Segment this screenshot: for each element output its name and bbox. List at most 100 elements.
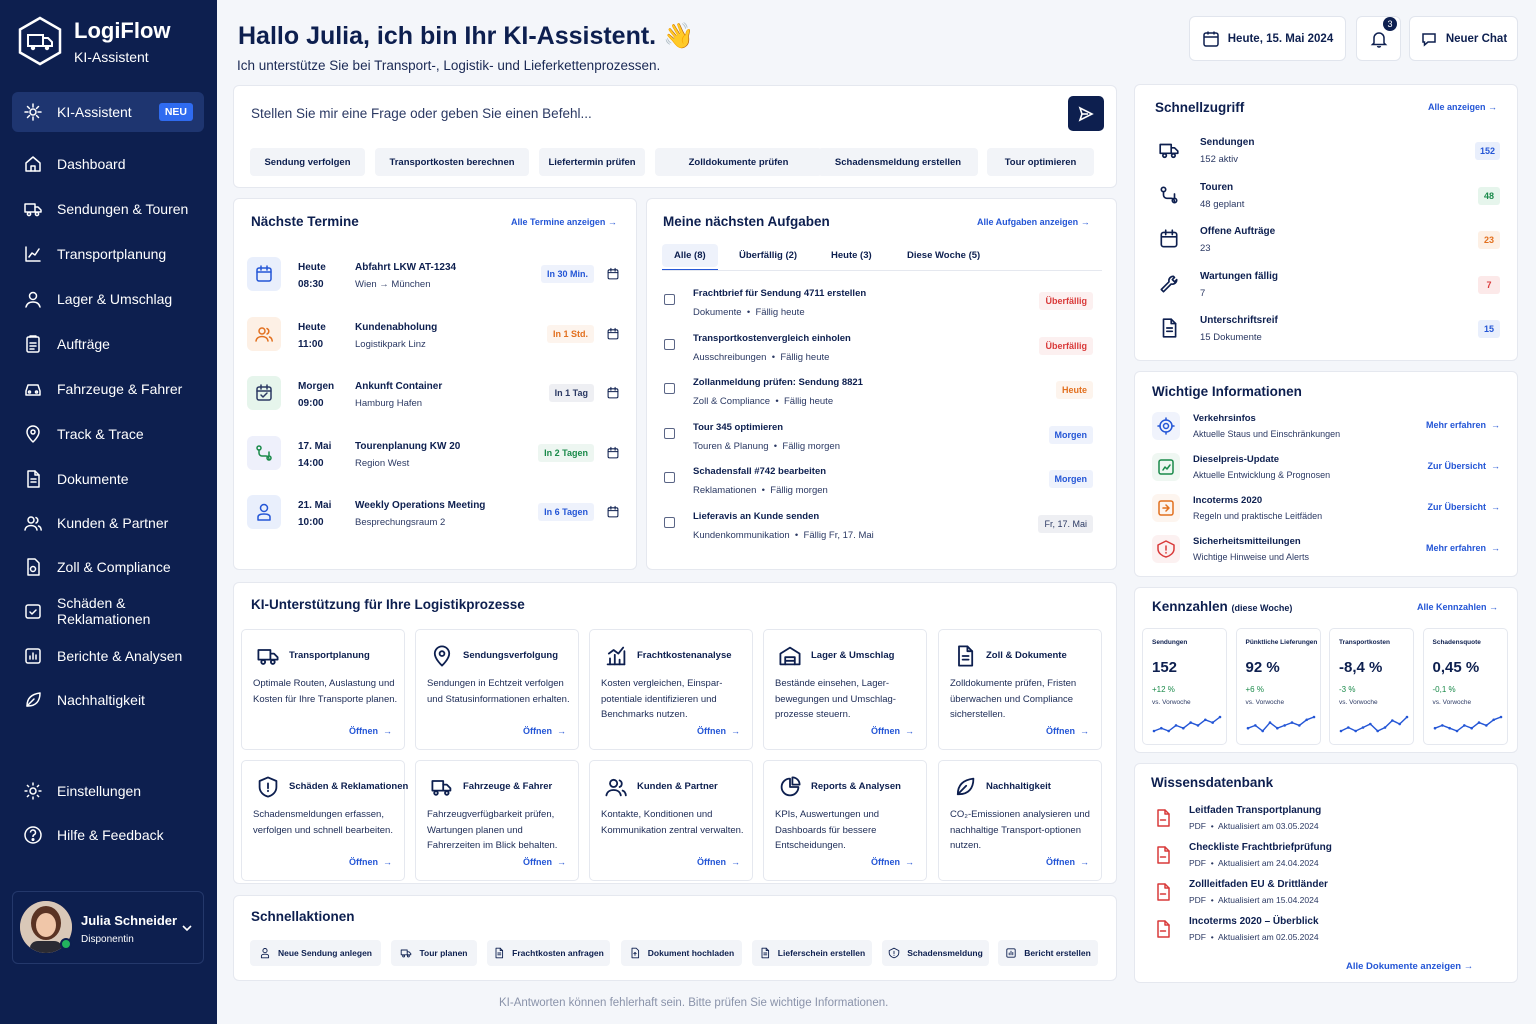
feature-card[interactable]: Lager & Umschlag Bestände einsehen, Lager… [763, 629, 927, 750]
nav-item-transportplanung[interactable]: Transportplanung [12, 234, 204, 274]
nav-item-schäden-reklamationen[interactable]: Schäden & Reklamationen [12, 591, 204, 631]
feature-card[interactable]: Schäden & Reklamationen Schadensmeldungen… [241, 760, 408, 881]
task-title[interactable]: Frachtbrief für Sendung 4711 erstellen [693, 288, 867, 299]
open-link[interactable]: Öffnen → [523, 857, 566, 867]
open-link[interactable]: Öffnen → [871, 857, 914, 867]
tab-aufgaben[interactable]: Überfällig (2) [739, 250, 798, 261]
task-title[interactable]: Zollanmeldung prüfen: Sendung 8821 [693, 377, 863, 388]
info-link[interactable]: Mehr erfahren → [1425, 543, 1500, 553]
nav-item-aufträge[interactable]: Aufträge [12, 324, 204, 364]
chevron-down-icon[interactable] [181, 922, 193, 934]
open-link[interactable]: Öffnen → [1046, 726, 1089, 736]
nav-settings[interactable]: Einstellungen [12, 771, 204, 811]
info-link[interactable]: Zur Übersicht → [1427, 461, 1500, 471]
termin-title[interactable]: Ankunft Container [355, 381, 443, 392]
kpi-card[interactable]: Schadensquote 0,45 % -0,1 % vs. Vorwoche [1422, 628, 1508, 745]
info-title[interactable]: Verkehrsinfos [1193, 413, 1256, 424]
task-checkbox[interactable] [664, 516, 675, 528]
info-title[interactable]: Incoterms 2020 [1193, 495, 1263, 506]
open-link[interactable]: Öffnen → [1046, 857, 1089, 867]
quick-access-title[interactable]: Offene Aufträge [1200, 226, 1276, 237]
suggestion-chip[interactable]: Tour optimieren [987, 148, 1094, 176]
calendar-icon[interactable] [606, 327, 620, 341]
open-link[interactable]: Öffnen → [697, 726, 740, 736]
quick-action-button[interactable]: Neue Sendung anlegen [250, 940, 381, 966]
task-title[interactable]: Lieferavis an Kunde senden [693, 510, 820, 522]
doc-title[interactable]: Checkliste Frachtbriefprüfung [1189, 842, 1332, 853]
doc-title[interactable]: Zollleitfaden EU & Drittländer [1189, 879, 1328, 890]
user-card[interactable]: Julia Schneider Disponentin [12, 891, 204, 964]
nav-item-ki-assistent[interactable]: KI-Assistent NEU [12, 92, 204, 132]
info-title[interactable]: Dieselpreis-Update [1193, 454, 1280, 465]
quick-access-title[interactable]: Unterschriftsreif [1200, 315, 1278, 326]
task-checkbox[interactable] [664, 294, 675, 305]
nav-help[interactable]: Hilfe & Feedback [12, 815, 204, 855]
date-button[interactable]: Heute, 15. Mai 2024 [1189, 16, 1346, 61]
termin-title[interactable]: Abfahrt LKW AT-1234 [355, 262, 457, 273]
calendar-icon[interactable] [606, 386, 620, 400]
nav-item-fahrzeuge-fahrer[interactable]: Fahrzeuge & Fahrer [12, 369, 204, 409]
send-button[interactable] [1068, 96, 1104, 131]
kpi-card[interactable]: Sendungen 152 +12 % vs. Vorwoche [1142, 628, 1227, 745]
app-logo[interactable]: LogiFlow KI-Assistent [17, 16, 171, 66]
task-title[interactable]: Schadensfall #742 bearbeiten [693, 466, 827, 477]
feature-card[interactable]: Fahrzeuge & Fahrer Fahrzeugverfügbarkeit … [415, 760, 579, 881]
tab-aufgaben[interactable]: Alle (8) [662, 244, 718, 267]
task-checkbox[interactable] [664, 338, 675, 350]
termine-link[interactable]: Alle Termine anzeigen → [511, 217, 617, 227]
tab-aufgaben[interactable]: Heute (3) [831, 250, 872, 261]
suggestion-chip[interactable]: Liefertermin prüfen [539, 148, 645, 176]
feature-card[interactable]: Reports & Analysen KPIs, Auswertungen und… [763, 760, 927, 881]
doc-title[interactable]: Incoterms 2020 – Überblick [1189, 916, 1319, 927]
quick-action-button[interactable]: Bericht erstellen [998, 940, 1098, 966]
feature-card[interactable]: Frachtkostenanalyse Kosten vergleichen, E… [589, 629, 753, 750]
open-link[interactable]: Öffnen → [349, 857, 392, 867]
notifications-button[interactable] [1356, 16, 1401, 61]
feature-card[interactable]: Zoll & Dokumente Zolldokumente prüfen, Fr… [938, 629, 1102, 750]
nav-item-sendungen-touren[interactable]: Sendungen & Touren [12, 189, 204, 229]
new-chat-button[interactable]: Neuer Chat [1409, 16, 1518, 61]
suggestion-chip[interactable]: Schadensmeldung erstellen [818, 148, 978, 176]
task-title[interactable]: Transportkostenvergleich einholen [693, 332, 851, 344]
aufgaben-link[interactable]: Alle Aufgaben anzeigen → [977, 217, 1090, 227]
suggestion-chip[interactable]: Sendung verfolgen [250, 148, 365, 176]
info-title[interactable]: Sicherheitsmitteilungen [1193, 536, 1301, 547]
open-link[interactable]: Öffnen → [523, 726, 566, 736]
nav-item-dokumente[interactable]: Dokumente [12, 459, 204, 499]
wissen-link[interactable]: Alle Dokumente anzeigen → [1346, 961, 1474, 972]
calendar-icon[interactable] [606, 267, 620, 281]
tab-aufgaben[interactable]: Diese Woche (5) [907, 250, 981, 261]
task-checkbox[interactable] [664, 383, 675, 394]
quick-action-button[interactable]: Dokument hochladen [621, 940, 742, 966]
doc-title[interactable]: Leitfaden Transportplanung [1189, 805, 1322, 816]
feature-card[interactable]: Nachhaltigkeit CO₂-Emissionen analysieren… [938, 760, 1102, 881]
schnellzugriff-link[interactable]: Alle anzeigen → [1428, 102, 1498, 112]
termin-title[interactable]: Weekly Operations Meeting [355, 500, 486, 511]
nav-item-track-trace[interactable]: Track & Trace [12, 414, 204, 454]
termin-title[interactable]: Tourenplanung KW 20 [355, 440, 461, 452]
quick-action-button[interactable]: Schadensmeldung [882, 940, 989, 966]
open-link[interactable]: Öffnen → [349, 726, 392, 736]
prompt-input[interactable]: Stellen Sie mir eine Frage oder geben Si… [251, 106, 592, 121]
feature-card[interactable]: Transportplanung Optimale Routen, Auslast… [241, 629, 405, 750]
task-checkbox[interactable] [664, 472, 675, 483]
feature-card[interactable]: Kunden & Partner Kontakte, Konditionen un… [589, 760, 753, 881]
open-link[interactable]: Öffnen → [871, 726, 914, 736]
info-link[interactable]: Mehr erfahren → [1425, 420, 1500, 430]
feature-card[interactable]: Sendungsverfolgung Sendungen in Echtzeit … [415, 629, 579, 750]
task-title[interactable]: Tour 345 optimieren [693, 421, 784, 433]
kpi-card[interactable]: Pünktliche Lieferungen 92 % +6 % vs. Vorwoc… [1235, 628, 1321, 745]
kennzahlen-link[interactable]: Alle Kennzahlen → [1417, 602, 1499, 612]
task-checkbox[interactable] [664, 427, 675, 439]
quick-action-button[interactable]: Frachtkosten anfragen [487, 940, 610, 966]
nav-item-lager-umschlag[interactable]: Lager & Umschlag [12, 279, 204, 319]
nav-item-dashboard[interactable]: Dashboard [12, 144, 204, 184]
calendar-icon[interactable] [606, 446, 620, 460]
nav-item-berichte-analysen[interactable]: Berichte & Analysen [12, 636, 204, 676]
suggestion-chip[interactable]: Transportkosten berechnen [375, 148, 529, 176]
kpi-card[interactable]: Transportkosten -8,4 % -3 % vs. Vorwoche [1329, 628, 1414, 745]
nav-item-zoll-compliance[interactable]: Zoll & Compliance [12, 547, 204, 587]
quick-action-button[interactable]: Lieferschein erstellen [752, 940, 872, 966]
info-link[interactable]: Zur Übersicht → [1427, 502, 1500, 512]
nav-item-kunden-partner[interactable]: Kunden & Partner [12, 503, 204, 543]
